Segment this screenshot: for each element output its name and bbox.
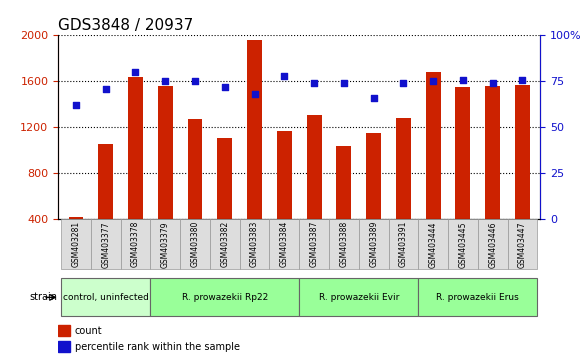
FancyBboxPatch shape	[508, 219, 537, 269]
Bar	[98, 143, 113, 266]
Text: GSM403387: GSM403387	[310, 221, 318, 268]
Point	[458, 77, 468, 82]
Point	[488, 80, 497, 86]
Bar	[366, 133, 381, 266]
Text: GSM403281: GSM403281	[71, 221, 80, 267]
Bar	[217, 138, 232, 266]
Point	[250, 91, 259, 97]
Bar	[158, 86, 173, 266]
Bar	[456, 87, 471, 266]
FancyBboxPatch shape	[150, 278, 299, 316]
Bar	[58, 325, 70, 336]
Text: GSM403380: GSM403380	[191, 221, 199, 268]
FancyBboxPatch shape	[150, 219, 180, 269]
Text: R. prowazekii Erus: R. prowazekii Erus	[436, 293, 519, 302]
FancyBboxPatch shape	[418, 278, 537, 316]
FancyBboxPatch shape	[299, 278, 418, 316]
Text: GDS3848 / 20937: GDS3848 / 20937	[58, 18, 193, 33]
Text: GSM403384: GSM403384	[280, 221, 289, 268]
Bar	[515, 85, 530, 266]
Bar	[277, 131, 292, 266]
Text: GSM403377: GSM403377	[101, 221, 110, 268]
Text: GSM403391: GSM403391	[399, 221, 408, 268]
Point	[71, 103, 81, 108]
Bar	[336, 146, 352, 266]
Bar	[128, 77, 143, 266]
FancyBboxPatch shape	[121, 219, 150, 269]
Text: control, uninfected: control, uninfected	[63, 293, 149, 302]
Bar	[307, 115, 321, 266]
Point	[279, 73, 289, 79]
Point	[220, 84, 229, 90]
Point	[369, 95, 378, 101]
Point	[399, 80, 408, 86]
Point	[191, 79, 200, 84]
FancyBboxPatch shape	[478, 219, 508, 269]
Bar	[485, 86, 500, 266]
Point	[518, 77, 527, 82]
Text: GSM403447: GSM403447	[518, 221, 527, 268]
FancyBboxPatch shape	[61, 278, 150, 316]
Bar	[188, 119, 202, 266]
FancyBboxPatch shape	[389, 219, 418, 269]
Point	[101, 86, 110, 92]
FancyBboxPatch shape	[270, 219, 299, 269]
FancyBboxPatch shape	[91, 219, 121, 269]
FancyBboxPatch shape	[418, 219, 448, 269]
Bar	[69, 217, 84, 266]
Text: strain: strain	[30, 292, 58, 302]
Point	[131, 69, 140, 75]
FancyBboxPatch shape	[210, 219, 240, 269]
FancyBboxPatch shape	[180, 219, 210, 269]
FancyBboxPatch shape	[448, 219, 478, 269]
Text: GSM403383: GSM403383	[250, 221, 259, 268]
Text: GSM403446: GSM403446	[488, 221, 497, 268]
Text: GSM403389: GSM403389	[369, 221, 378, 268]
FancyBboxPatch shape	[61, 219, 91, 269]
Text: GSM403444: GSM403444	[429, 221, 437, 268]
Text: GSM403378: GSM403378	[131, 221, 140, 268]
Point	[429, 79, 438, 84]
FancyBboxPatch shape	[329, 219, 358, 269]
Bar	[247, 40, 262, 266]
Point	[339, 80, 349, 86]
Text: percentile rank within the sample: percentile rank within the sample	[75, 342, 240, 352]
Text: R. prowazekii Rp22: R. prowazekii Rp22	[182, 293, 268, 302]
Bar	[426, 72, 440, 266]
Text: GSM403382: GSM403382	[220, 221, 229, 267]
Text: count: count	[75, 326, 103, 336]
Text: GSM403445: GSM403445	[458, 221, 468, 268]
Point	[160, 79, 170, 84]
FancyBboxPatch shape	[358, 219, 389, 269]
Point	[310, 80, 319, 86]
Bar	[58, 341, 70, 353]
Text: R. prowazekii Evir: R. prowazekii Evir	[318, 293, 399, 302]
FancyBboxPatch shape	[299, 219, 329, 269]
Text: GSM403388: GSM403388	[339, 221, 349, 267]
Bar	[396, 118, 411, 266]
FancyBboxPatch shape	[240, 219, 270, 269]
Text: GSM403379: GSM403379	[161, 221, 170, 268]
